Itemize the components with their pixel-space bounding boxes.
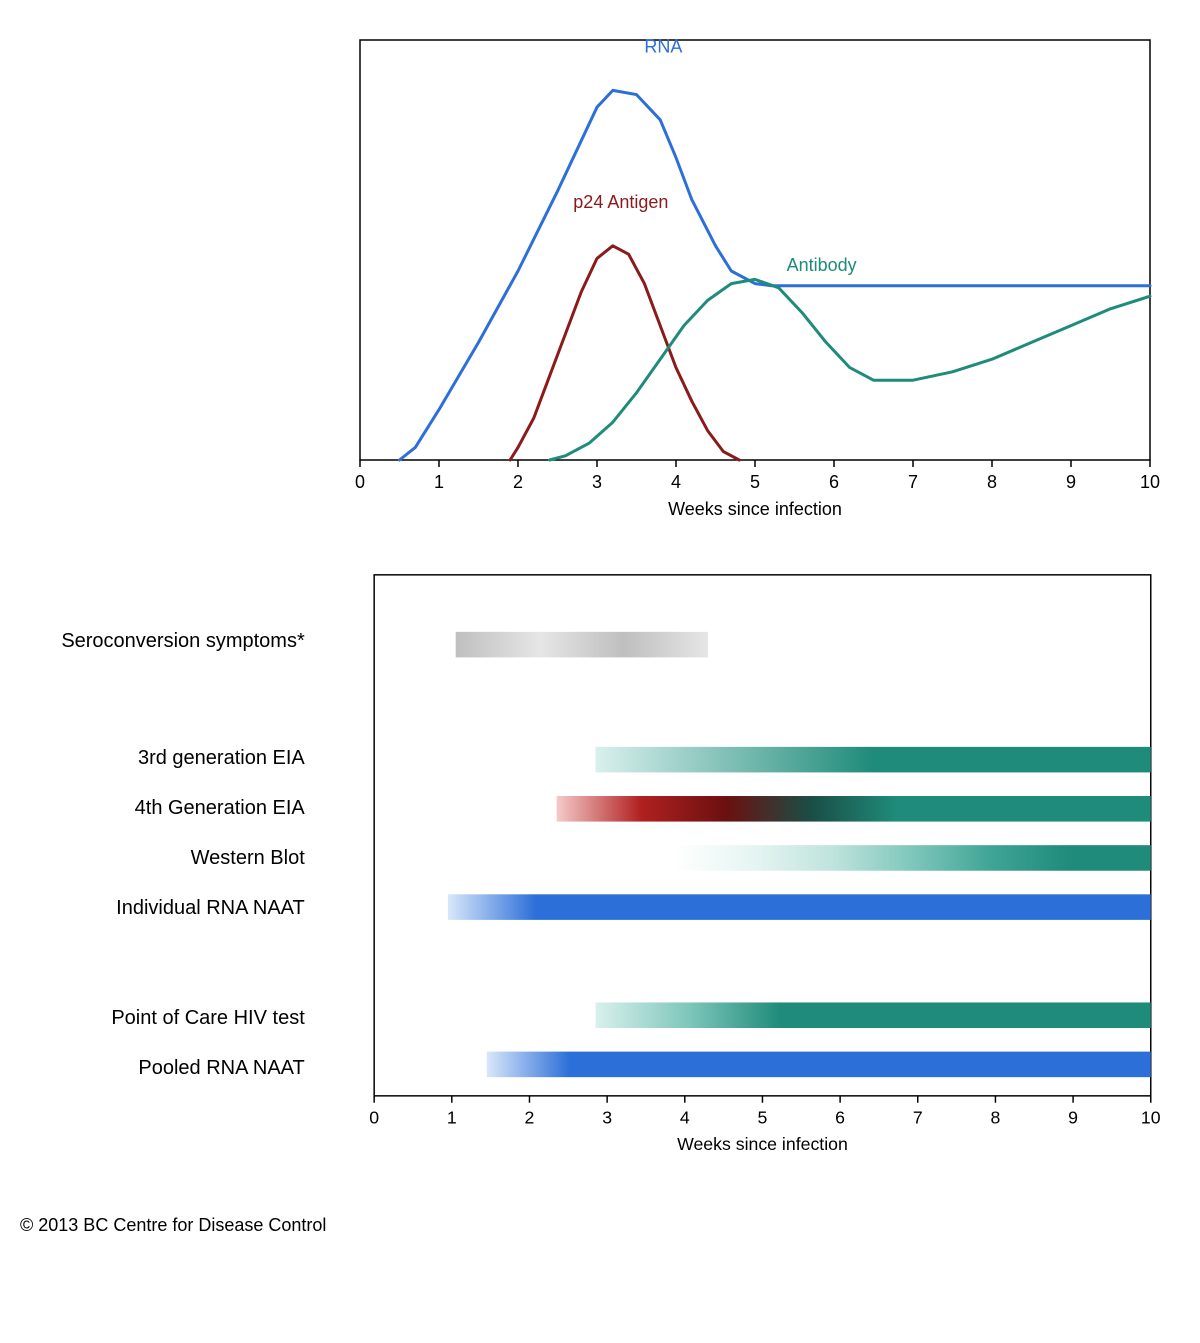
marker-timeline-chart: 0 1 2 3 4 5 6 7 8 9 10 Weeks since infection RNA p24 … (310, 20, 1180, 520)
test-window-label: 4th Generation EIA (135, 796, 315, 820)
test-window-label: Seroconversion symptoms* (61, 629, 314, 653)
svg-text:7: 7 (908, 472, 918, 492)
svg-text:3: 3 (592, 472, 602, 492)
svg-text:Weeks since infection: Weeks since infection (668, 499, 842, 519)
svg-text:8: 8 (990, 1107, 1000, 1127)
svg-text:0: 0 (355, 472, 365, 492)
test-window-label: Western Blot (191, 846, 315, 870)
copyright-notice: © 2013 BC Centre for Disease Control (20, 1215, 1180, 1236)
svg-text:4: 4 (671, 472, 681, 492)
svg-text:6: 6 (829, 472, 839, 492)
svg-text:p24 Antigen: p24 Antigen (573, 192, 668, 212)
svg-text:1: 1 (434, 472, 444, 492)
svg-text:9: 9 (1066, 472, 1076, 492)
test-window-label: Individual RNA NAAT (116, 896, 315, 920)
svg-text:9: 9 (1068, 1107, 1078, 1127)
svg-text:2: 2 (524, 1107, 534, 1127)
svg-text:8: 8 (987, 472, 997, 492)
svg-text:6: 6 (835, 1107, 845, 1127)
test-window-chart: 0 1 2 3 4 5 6 7 8 9 10 Weeks since infection (325, 550, 1180, 1160)
svg-text:7: 7 (913, 1107, 923, 1127)
svg-text:5: 5 (750, 472, 760, 492)
svg-text:Antibody: Antibody (787, 255, 857, 275)
test-window-label: Pooled RNA NAAT (138, 1056, 314, 1080)
svg-text:2: 2 (513, 472, 523, 492)
svg-text:Weeks since infection: Weeks since infection (677, 1134, 848, 1154)
test-window-label: Point of Care HIV test (111, 1006, 314, 1030)
svg-text:10: 10 (1141, 1107, 1161, 1127)
test-window-label: 3rd generation EIA (138, 746, 315, 770)
svg-text:10: 10 (1140, 472, 1160, 492)
svg-text:3: 3 (602, 1107, 612, 1127)
svg-text:RNA: RNA (644, 37, 682, 57)
svg-text:5: 5 (757, 1107, 767, 1127)
svg-text:0: 0 (369, 1107, 379, 1127)
svg-text:1: 1 (447, 1107, 457, 1127)
svg-text:4: 4 (680, 1107, 690, 1127)
test-window-labels: Seroconversion symptoms*3rd generation E… (20, 550, 325, 570)
